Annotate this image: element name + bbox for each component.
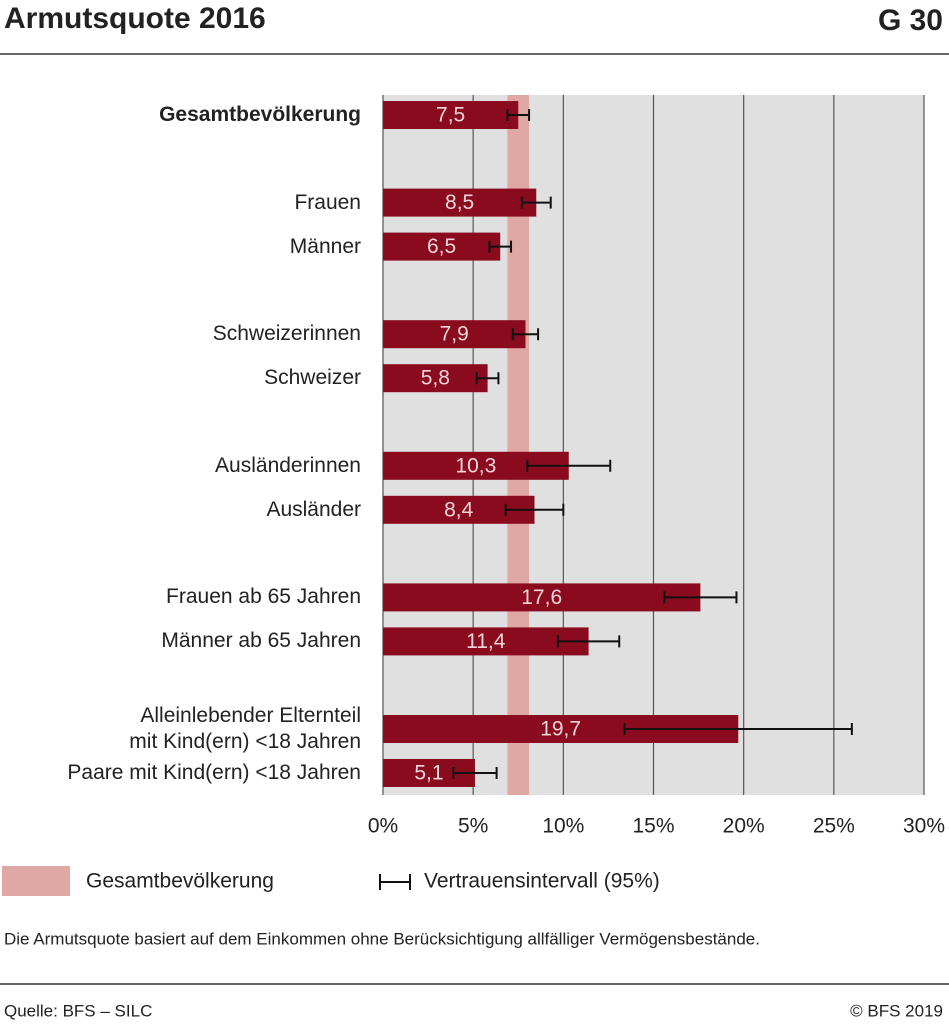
reference-band [507,95,530,795]
x-tick-label: 0% [368,815,398,838]
category-label: Gesamtbevölkerung [159,103,361,126]
x-tick-label: 30% [903,815,945,838]
value-label: 5,1 [414,762,443,785]
value-label: 8,5 [445,191,474,214]
category-label: Männer ab 65 Jahren [161,629,361,653]
error-bar [475,372,500,385]
value-label: 11,4 [466,630,506,653]
chart-id: G 30 [878,4,943,37]
error-bar [511,328,540,341]
error-bar [506,109,531,121]
legend-swatch [2,866,70,896]
x-tick-label: 25% [813,815,855,838]
category-label: Frauen [294,190,361,214]
value-label: 7,5 [436,104,465,127]
bar [383,232,501,261]
note: Die Armutsquote basiert auf dem Einkomme… [4,929,760,948]
bar [383,320,526,349]
bar [383,101,519,129]
value-label: 7,9 [440,323,469,346]
error-bar [520,196,552,209]
bar [383,627,589,656]
value-label: 17,6 [521,586,562,609]
error-bar [504,503,565,516]
legend-label: Vertrauensintervall (95%) [424,870,660,893]
x-tick-label: 15% [632,815,674,838]
error-bar [623,723,853,735]
category-label: Paare mit Kind(ern) <18 Jahren [67,761,361,784]
value-label: 19,7 [540,718,581,741]
category-label: Schweizerinnen [212,322,361,346]
error-bar [526,459,612,472]
error-bar [452,767,498,779]
x-tick-label: 10% [542,815,584,838]
legend-error-icon [379,874,411,890]
category-label: Ausländer [266,497,361,521]
chart-title: Armutsquote 2016 [4,2,266,35]
category-label: Frauen ab 65 Jahren [166,585,361,609]
bar [383,188,537,217]
source: Quelle: BFS – SILC [4,1001,152,1020]
category-label: Männer [289,234,361,258]
error-bar [488,240,513,253]
error-bar [663,591,738,604]
x-tick-label: 5% [458,815,488,838]
category-label: Schweizer [264,366,361,390]
value-label: 6,5 [427,235,456,258]
bar [383,364,488,393]
error-bar [556,635,621,648]
value-label: 5,8 [421,367,450,390]
x-tick-label: 20% [723,815,765,838]
copyright: © BFS 2019 [850,1001,943,1020]
bar [383,583,701,612]
value-label: 8,4 [444,498,474,521]
legend-label: Gesamtbevölkerung [86,870,274,893]
category-label: Alleinlebender Elternteil mit Kind(ern) … [129,704,361,753]
value-label: 10,3 [455,454,496,477]
category-label: Ausländerinnen [215,453,361,477]
